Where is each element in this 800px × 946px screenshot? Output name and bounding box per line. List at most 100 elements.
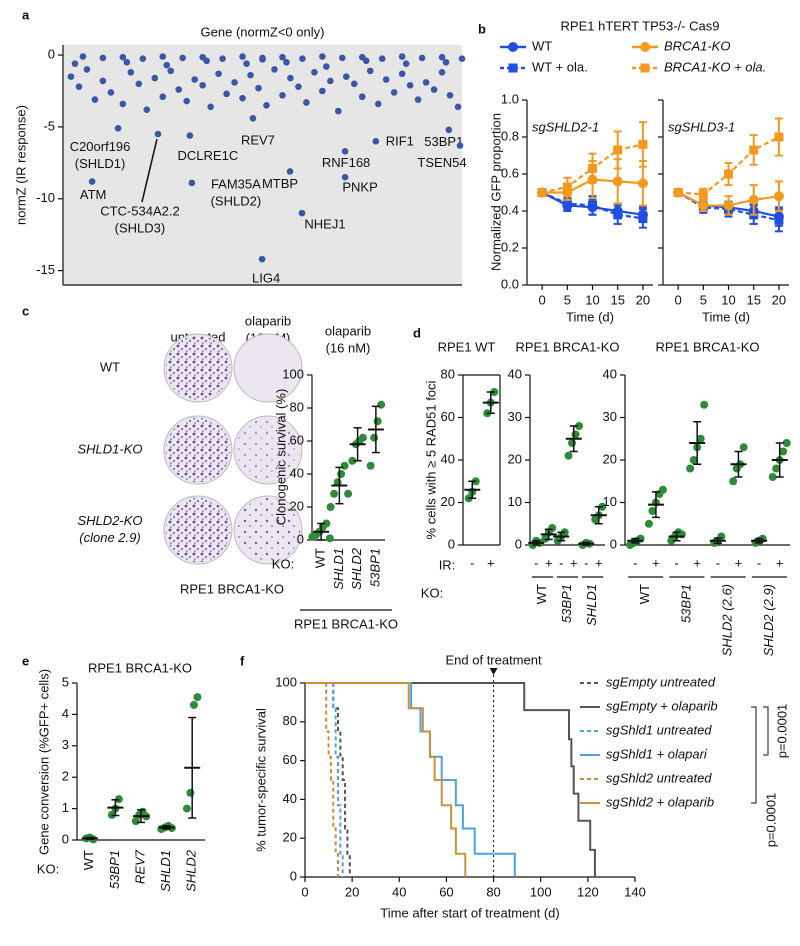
y-tick-label: 20 [603, 451, 617, 466]
point [279, 53, 286, 61]
point [99, 77, 107, 85]
point [119, 53, 127, 61]
point [658, 485, 667, 494]
marker [613, 210, 623, 220]
y-tick-label: 20 [441, 494, 455, 509]
colonies [236, 498, 300, 562]
point [341, 148, 349, 155]
y-tick-label: 40 [508, 366, 522, 381]
marker [562, 199, 572, 209]
point [83, 66, 91, 73]
x-tick-label: 10 [585, 292, 599, 307]
point [119, 100, 127, 108]
marker [723, 200, 734, 211]
point [67, 73, 75, 80]
legend-marker [640, 63, 650, 73]
point [325, 534, 334, 543]
point [370, 433, 379, 442]
ir-level: + [570, 555, 578, 570]
point [772, 464, 781, 473]
y-tick-label: 100 [275, 674, 297, 689]
y-tick-label: 40 [603, 366, 617, 381]
point [782, 439, 791, 447]
point [438, 69, 446, 76]
point [182, 804, 191, 813]
point-label: ATM [80, 187, 106, 202]
x-tick-label: WT [637, 584, 652, 604]
y-tick-label: 30 [508, 409, 522, 424]
chart-title: olaparib [325, 323, 371, 338]
marker [698, 200, 709, 211]
point-label: (SHLD2) [211, 193, 262, 208]
marker [613, 145, 623, 155]
x-tick-label: SHLD1 [331, 548, 346, 590]
point [319, 53, 326, 60]
p-value: p=0.0001 [763, 793, 778, 848]
ir-level: - [716, 555, 720, 570]
point [295, 83, 302, 90]
point [319, 87, 326, 95]
point [159, 93, 167, 101]
marker [749, 145, 759, 155]
point [337, 470, 346, 478]
point [199, 81, 206, 89]
legend-label: sgShld2 untreated [606, 770, 712, 785]
point [564, 451, 573, 460]
x-tick-label: 53BP1 [367, 548, 382, 587]
survival-curve [305, 682, 351, 877]
ir-level: + [776, 555, 784, 570]
column-label: olaparib [245, 313, 291, 328]
marker [588, 163, 598, 173]
point [163, 61, 171, 69]
y-tick-label: 0.4 [501, 202, 519, 217]
marker [588, 200, 598, 210]
point [430, 86, 438, 93]
point [377, 400, 386, 409]
row-label: (clone 2.9) [79, 530, 140, 545]
point [286, 168, 294, 175]
legend-label: BRCA1-KO + ola. [664, 59, 766, 74]
marker [698, 189, 708, 199]
x-tick-label: 20 [345, 884, 359, 899]
point [186, 788, 195, 797]
point [167, 67, 175, 75]
marker [638, 213, 648, 223]
ir-level: + [652, 555, 660, 570]
point-label: RNF168 [322, 155, 370, 170]
marker [637, 178, 648, 189]
x-axis-label: KO: [272, 556, 294, 571]
point [239, 53, 246, 60]
point [255, 84, 262, 92]
ir-level: + [595, 555, 603, 570]
marker [773, 191, 784, 202]
ir-level: - [674, 555, 678, 570]
point [249, 114, 257, 122]
point [175, 86, 183, 93]
y-tick-label: 0 [62, 831, 69, 846]
point-label: DCLRE1C [178, 148, 239, 163]
x-tick-label: WT [313, 548, 328, 568]
ir-level: + [545, 555, 553, 570]
y-tick-label: 40 [290, 465, 304, 480]
ko-label: KO: [421, 585, 443, 600]
point [135, 80, 143, 88]
legend-marker [508, 63, 518, 73]
panel-letter: c [22, 303, 29, 318]
y-tick-label: 60 [441, 409, 455, 424]
y-tick-label: 0.8 [501, 128, 519, 143]
x-tick-label: SHLD1 [584, 584, 599, 626]
y-tick-label: 80 [441, 366, 455, 381]
marker [638, 139, 648, 149]
y-tick-label: 0 [515, 536, 522, 551]
point [193, 693, 202, 702]
y-tick-label: 40 [441, 451, 455, 466]
point [373, 417, 382, 426]
x-tick-label: 40 [392, 884, 406, 899]
point [279, 91, 286, 99]
point [398, 53, 406, 60]
point [303, 99, 310, 106]
y-tick-label: 0.2 [501, 239, 519, 254]
x-tick-label: 0 [539, 292, 546, 307]
x-tick-label: 53BP1 [107, 850, 122, 889]
